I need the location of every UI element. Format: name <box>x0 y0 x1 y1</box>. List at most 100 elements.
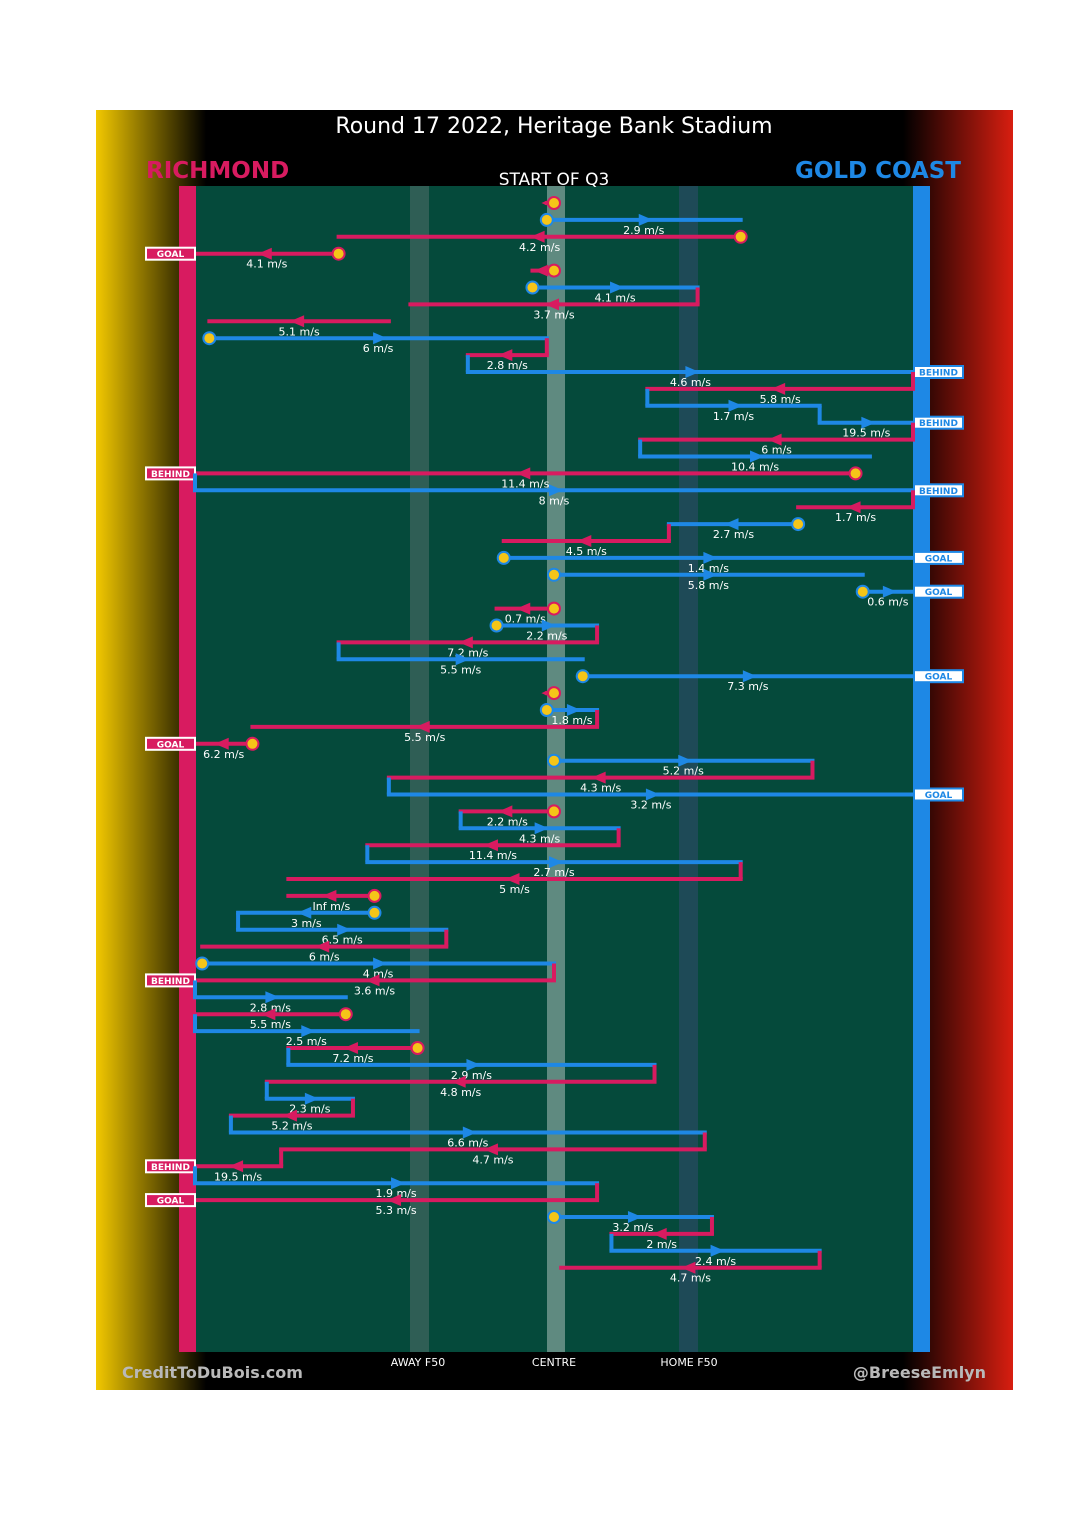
direction-arrow <box>451 1075 466 1088</box>
chain-layer: 2.9 m/s 4.2 m/s 4.1 m/s GOAL 4.1 m/s 3.7 m/s 5… <box>145 196 964 1285</box>
ball-up-marker <box>331 246 346 261</box>
speed-label: 5.3 m/s <box>375 1204 416 1217</box>
speed-label: 11.4 m/s <box>469 849 517 862</box>
speed-label: 6 m/s <box>309 951 340 964</box>
speed-label: 4.3 m/s <box>580 782 621 795</box>
outcome-label: GOAL <box>925 791 953 801</box>
centre-line <box>547 186 565 1352</box>
outcome-badge-inner <box>147 1161 194 1172</box>
speed-label: 1.9 m/s <box>375 1187 416 1200</box>
speed-label: 11.4 m/s <box>501 477 549 490</box>
ball-up-marker <box>733 229 748 244</box>
ball-up-marker <box>547 196 561 210</box>
speed-label: 6.6 m/s <box>447 1137 488 1150</box>
speed-label: Inf m/s <box>313 900 351 913</box>
speed-label: 2.2 m/s <box>487 815 528 828</box>
speed-label: 2.7 m/s <box>713 528 754 541</box>
speed-label: 4.5 m/s <box>566 545 607 558</box>
direction-arrow <box>415 720 430 733</box>
speed-label: 4.1 m/s <box>246 258 287 271</box>
ball-up-marker <box>848 466 863 481</box>
direction-arrow <box>229 1160 244 1173</box>
direction-arrow <box>541 619 556 632</box>
direction-arrow <box>373 957 388 970</box>
outcome-label: BEHIND <box>919 487 958 497</box>
speed-label: 1.7 m/s <box>713 410 754 423</box>
direction-arrow <box>365 974 380 987</box>
speed-label: 2.2 m/s <box>526 630 567 643</box>
direction-arrow <box>681 1261 696 1274</box>
ball-up-marker <box>791 517 806 532</box>
direction-arrow <box>265 991 280 1004</box>
direction-arrow <box>742 670 757 683</box>
direction-arrow <box>387 1194 402 1207</box>
ball-up-marker <box>496 550 511 565</box>
direction-arrow <box>549 856 563 869</box>
direction-arrow <box>516 467 531 480</box>
speed-label: 4.7 m/s <box>670 1272 711 1285</box>
outcome-label: GOAL <box>157 1197 185 1207</box>
direction-arrow <box>282 1109 297 1122</box>
outcome-badge-inner <box>915 417 962 428</box>
speed-label: 2.9 m/s <box>623 224 664 237</box>
speed-label: 4.7 m/s <box>472 1153 513 1166</box>
ball-up-marker <box>547 263 561 278</box>
ball-up-marker <box>575 669 590 684</box>
outcome-label: GOAL <box>925 554 953 564</box>
ball-up-marker <box>525 280 540 295</box>
speed-label: 7.3 m/s <box>727 680 768 693</box>
ball-up-marker <box>547 567 561 582</box>
ball-up-marker <box>338 1007 353 1022</box>
direction-arrow <box>750 450 765 463</box>
outcome-badge-inner <box>147 738 194 749</box>
speed-label: 2.4 m/s <box>695 1255 736 1268</box>
direction-arrow <box>610 281 625 294</box>
away-f50-label: AWAY F50 <box>391 1356 445 1369</box>
outcome-badge-inner <box>915 367 962 377</box>
direction-arrow <box>645 788 660 801</box>
speed-label: 5.8 m/s <box>688 579 729 592</box>
speed-label: 6.2 m/s <box>203 748 244 761</box>
direction-arrow <box>577 535 592 547</box>
outcome-badge-inner <box>147 468 194 479</box>
speed-label: 5.5 m/s <box>440 663 481 676</box>
direction-arrow <box>652 1227 667 1240</box>
ball-up-marker <box>489 618 504 633</box>
direction-arrow <box>545 298 559 311</box>
speed-label: 4.6 m/s <box>670 376 711 389</box>
speed-label: 1.4 m/s <box>688 562 729 575</box>
direction-arrow <box>534 264 549 277</box>
speed-label: 5.2 m/s <box>663 765 704 778</box>
direction-arrow <box>846 501 861 514</box>
outcome-badge-inner <box>147 1195 194 1206</box>
direction-arrow <box>703 568 718 581</box>
direction-arrow <box>638 213 653 226</box>
speed-label: 4.3 m/s <box>519 832 560 845</box>
quarter-label: START OF Q3 <box>499 170 610 190</box>
home-f50-line <box>679 186 698 1352</box>
direction-arrow <box>710 1244 725 1257</box>
outcome-label: GOAL <box>925 673 953 683</box>
outcome-label: GOAL <box>925 588 953 598</box>
speed-label: 3.6 m/s <box>354 984 395 997</box>
ball-up-marker <box>410 1041 425 1055</box>
speed-label: 5.8 m/s <box>760 393 801 406</box>
ball-up-marker <box>202 331 217 346</box>
direction-arrow <box>498 805 513 818</box>
speed-label: 4.8 m/s <box>440 1086 481 1099</box>
direction-arrow <box>391 1177 406 1190</box>
outcome-label: BEHIND <box>151 1163 190 1173</box>
speed-label: 2.8 m/s <box>250 1001 291 1014</box>
gold-coast-goal-line <box>913 186 930 1352</box>
speed-label: 6 m/s <box>761 444 792 457</box>
ball-up-marker <box>367 905 382 920</box>
direction-arrow <box>530 230 545 243</box>
outcome-badge-inner <box>915 671 962 682</box>
direction-arrow <box>861 416 876 429</box>
outcome-label: BEHIND <box>919 419 958 429</box>
speed-label: 2 m/s <box>646 1238 677 1251</box>
speed-label: 3 m/s <box>291 917 322 930</box>
outcome-label: GOAL <box>157 740 185 750</box>
speed-label: 1.8 m/s <box>551 714 592 727</box>
